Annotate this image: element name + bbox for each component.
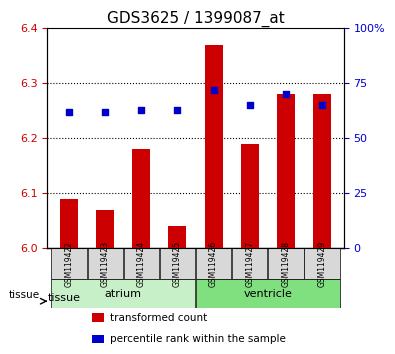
Bar [205,45,223,248]
Bar [241,144,259,248]
Bar [92,313,103,322]
Point [319,102,325,108]
Title: GDS3625 / 1399087_at: GDS3625 / 1399087_at [107,11,284,27]
Text: atrium: atrium [105,289,142,299]
FancyBboxPatch shape [268,248,303,279]
Text: GSM119425: GSM119425 [173,241,182,287]
FancyBboxPatch shape [51,248,87,279]
Bar [168,226,186,248]
FancyBboxPatch shape [232,248,267,279]
Bar [132,149,150,248]
FancyBboxPatch shape [124,248,159,279]
Text: GSM119428: GSM119428 [281,241,290,287]
Text: GSM119424: GSM119424 [137,241,146,287]
Text: tissue: tissue [47,293,81,303]
Point [138,107,145,113]
FancyBboxPatch shape [304,248,340,279]
Text: GSM119426: GSM119426 [209,241,218,287]
Point [283,91,289,97]
Text: ventricle: ventricle [243,289,292,299]
FancyBboxPatch shape [51,279,195,308]
FancyBboxPatch shape [88,248,123,279]
Text: GSM119423: GSM119423 [101,241,110,287]
Point [211,87,217,93]
Point [66,109,72,115]
Text: percentile rank within the sample: percentile rank within the sample [110,334,286,344]
FancyBboxPatch shape [196,248,231,279]
Text: GSM119427: GSM119427 [245,241,254,287]
Bar [60,199,78,248]
Bar [96,210,114,248]
FancyBboxPatch shape [196,279,340,308]
Text: tissue: tissue [9,290,40,300]
FancyBboxPatch shape [160,248,195,279]
Bar [92,335,103,343]
Bar [277,94,295,248]
Point [246,102,253,108]
Bar [313,94,331,248]
Point [102,109,108,115]
Text: GSM119429: GSM119429 [318,241,327,287]
Text: transformed count: transformed count [110,313,207,323]
Text: GSM119422: GSM119422 [64,241,73,287]
Point [174,107,181,113]
